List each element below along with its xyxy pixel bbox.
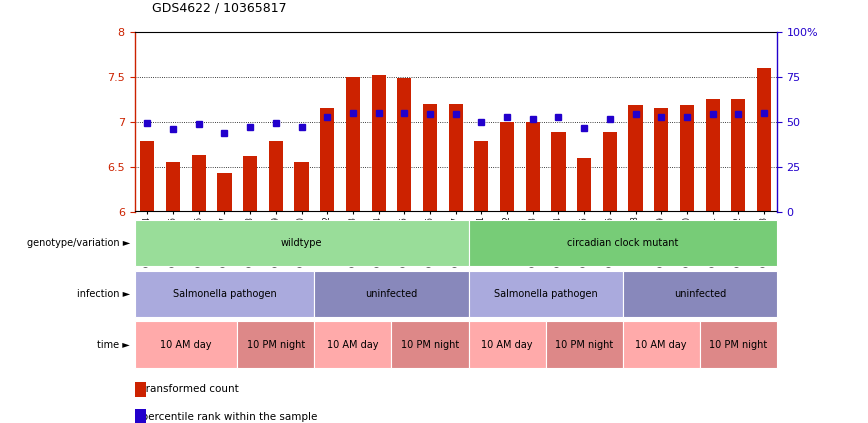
Bar [526, 122, 540, 212]
Bar [500, 122, 514, 212]
Bar [345, 77, 360, 212]
Bar [192, 155, 206, 212]
Bar [269, 141, 283, 212]
Bar [602, 132, 617, 212]
Bar [294, 162, 309, 212]
Bar [423, 104, 437, 212]
Text: genotype/variation ►: genotype/variation ► [27, 238, 130, 248]
Bar [141, 141, 155, 212]
Text: 10 AM day: 10 AM day [635, 340, 687, 350]
Bar [628, 105, 642, 212]
Text: percentile rank within the sample: percentile rank within the sample [135, 412, 318, 422]
Text: infection ►: infection ► [77, 289, 130, 299]
Bar [217, 173, 232, 212]
Bar [320, 108, 334, 212]
Text: 10 AM day: 10 AM day [482, 340, 533, 350]
Bar [757, 68, 771, 212]
Bar [474, 141, 489, 212]
Text: uninfected: uninfected [365, 289, 418, 299]
Text: uninfected: uninfected [674, 289, 726, 299]
Text: 10 AM day: 10 AM day [327, 340, 378, 350]
Bar [449, 104, 463, 212]
Bar [654, 108, 668, 212]
Bar [372, 75, 385, 212]
Text: 10 PM night: 10 PM night [401, 340, 459, 350]
Text: time ►: time ► [97, 340, 130, 350]
Text: 10 PM night: 10 PM night [555, 340, 614, 350]
Bar [706, 99, 720, 212]
Bar [551, 132, 566, 212]
Bar [243, 156, 257, 212]
Text: 10 AM day: 10 AM day [161, 340, 212, 350]
Text: wildtype: wildtype [280, 238, 322, 248]
Text: circadian clock mutant: circadian clock mutant [567, 238, 679, 248]
Text: GDS4622 / 10365817: GDS4622 / 10365817 [152, 2, 286, 15]
Text: Salmonella pathogen: Salmonella pathogen [494, 289, 597, 299]
Text: 10 PM night: 10 PM night [247, 340, 305, 350]
Bar [166, 162, 181, 212]
Text: Salmonella pathogen: Salmonella pathogen [173, 289, 276, 299]
Bar [577, 158, 591, 212]
Bar [398, 78, 411, 212]
Text: transformed count: transformed count [135, 384, 239, 394]
Bar [731, 99, 746, 212]
Text: 10 PM night: 10 PM night [709, 340, 767, 350]
Bar [680, 105, 694, 212]
